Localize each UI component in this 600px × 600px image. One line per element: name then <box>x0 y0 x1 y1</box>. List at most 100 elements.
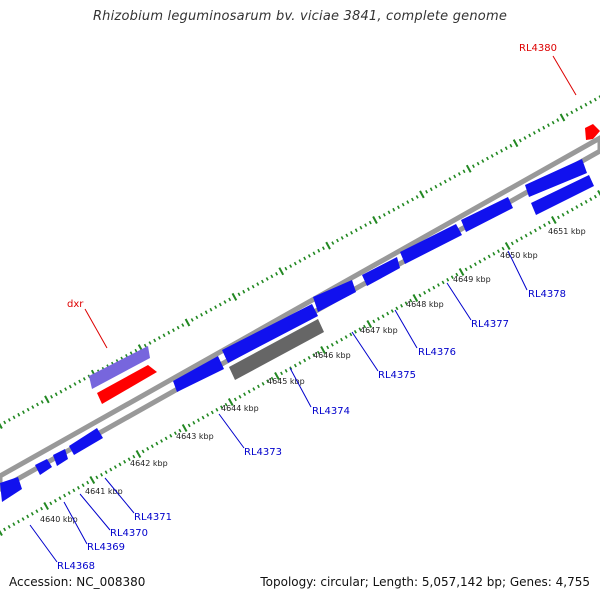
minor-tick <box>515 239 519 243</box>
minor-tick <box>392 207 396 212</box>
minor-tick <box>589 197 593 201</box>
gene-label-rl4376[interactable]: RL4376 <box>418 347 456 358</box>
minor-tick <box>340 236 344 240</box>
minor-tick <box>478 259 482 264</box>
feature-cds[interactable] <box>362 257 400 286</box>
feature-pseudogene[interactable] <box>89 346 150 389</box>
minor-tick <box>82 377 86 381</box>
major-tick <box>181 424 188 432</box>
gene-label-rl4370[interactable]: RL4370 <box>110 528 148 539</box>
feature-cds[interactable] <box>173 356 224 392</box>
major-tick <box>559 113 566 122</box>
minor-tick <box>336 238 339 243</box>
minor-tick <box>504 146 508 151</box>
minor-tick <box>509 143 513 148</box>
minor-tick <box>532 131 536 135</box>
feature-dxr-gene[interactable] <box>97 365 157 404</box>
minor-tick <box>462 169 466 174</box>
minor-tick <box>575 108 579 112</box>
minor-tick <box>542 125 546 130</box>
minor-tick <box>298 259 302 263</box>
minor-tick <box>406 200 410 204</box>
minor-tick <box>53 499 57 503</box>
minor-tick <box>238 395 242 399</box>
minor-tick <box>415 195 419 199</box>
major-tick <box>412 294 419 302</box>
minor-tick <box>487 254 491 259</box>
minor-tick <box>427 288 431 292</box>
gene-label-rl4378[interactable]: RL4378 <box>528 289 566 300</box>
minor-tick <box>265 277 269 281</box>
gene-label-rl4371[interactable]: RL4371 <box>134 512 172 523</box>
major-tick <box>551 216 557 224</box>
minor-tick <box>178 428 182 433</box>
major-tick <box>0 529 3 536</box>
gene-label-rl4368[interactable]: RL4368 <box>57 561 95 572</box>
minor-tick <box>455 272 459 277</box>
feature-cds[interactable] <box>0 477 22 502</box>
minor-tick <box>261 279 264 284</box>
feature-other-gene[interactable] <box>229 319 324 380</box>
minor-tick <box>169 434 173 438</box>
minor-tick <box>201 415 205 420</box>
feature-cds[interactable] <box>400 224 462 264</box>
minor-tick <box>579 105 583 110</box>
major-tick <box>419 190 425 199</box>
minor-tick <box>237 292 241 297</box>
minor-tick <box>148 341 152 345</box>
minor-tick <box>12 522 16 526</box>
minor-tick <box>81 483 85 487</box>
gene-label-rl4369[interactable]: RL4369 <box>87 542 125 553</box>
minor-tick <box>7 525 11 529</box>
minor-tick <box>220 405 224 409</box>
minor-tick <box>210 410 214 415</box>
minor-tick <box>129 351 133 356</box>
gene-label-dxr[interactable]: dxr <box>67 299 84 310</box>
minor-tick <box>150 444 154 448</box>
feature-cds[interactable] <box>69 428 103 455</box>
feature-cds[interactable] <box>313 280 356 312</box>
minor-tick <box>386 311 390 316</box>
gene-label-rl4377[interactable]: RL4377 <box>471 319 509 330</box>
minor-tick <box>35 509 39 513</box>
minor-tick <box>434 184 438 189</box>
minor-tick <box>228 297 232 302</box>
gene-label-rl4375[interactable]: RL4375 <box>378 370 416 381</box>
minor-tick <box>425 190 429 194</box>
minor-tick <box>113 465 117 469</box>
feature-cds[interactable] <box>461 197 513 232</box>
feature-cds[interactable] <box>222 304 318 363</box>
minor-tick <box>155 441 159 446</box>
minor-tick <box>190 318 194 322</box>
minor-tick <box>187 423 191 428</box>
minor-tick <box>350 231 354 235</box>
minor-tick <box>528 133 532 138</box>
tick-label: 4650 kbp <box>500 251 538 260</box>
feature-cds[interactable] <box>531 175 594 215</box>
minor-tick <box>40 506 44 511</box>
minor-tick <box>537 128 541 133</box>
gene-label-rl4373[interactable]: RL4373 <box>244 447 282 458</box>
feature-cds[interactable] <box>53 449 68 466</box>
major-tick <box>227 398 234 406</box>
feature-cds[interactable] <box>35 459 52 475</box>
tick-label: 4640 kbp <box>40 515 78 524</box>
minor-tick <box>448 177 452 181</box>
gene-label-rl4374[interactable]: RL4374 <box>312 406 350 417</box>
feature-rl4380-gene[interactable] <box>585 124 600 140</box>
minor-tick <box>293 261 297 266</box>
gene-label-rl4380[interactable]: RL4380 <box>519 43 557 54</box>
minor-tick <box>243 392 247 396</box>
major-tick <box>597 190 600 197</box>
minor-tick <box>12 415 16 420</box>
minor-tick <box>68 384 72 389</box>
minor-tick <box>157 336 161 340</box>
minor-tick <box>570 110 574 115</box>
minor-tick <box>31 405 35 409</box>
map-title: Rhizobium leguminosarum bv. viciae 3841,… <box>92 9 508 24</box>
minor-tick <box>501 246 505 251</box>
major-tick <box>366 320 373 328</box>
feature-cds[interactable] <box>525 159 587 197</box>
minor-tick <box>353 330 357 334</box>
